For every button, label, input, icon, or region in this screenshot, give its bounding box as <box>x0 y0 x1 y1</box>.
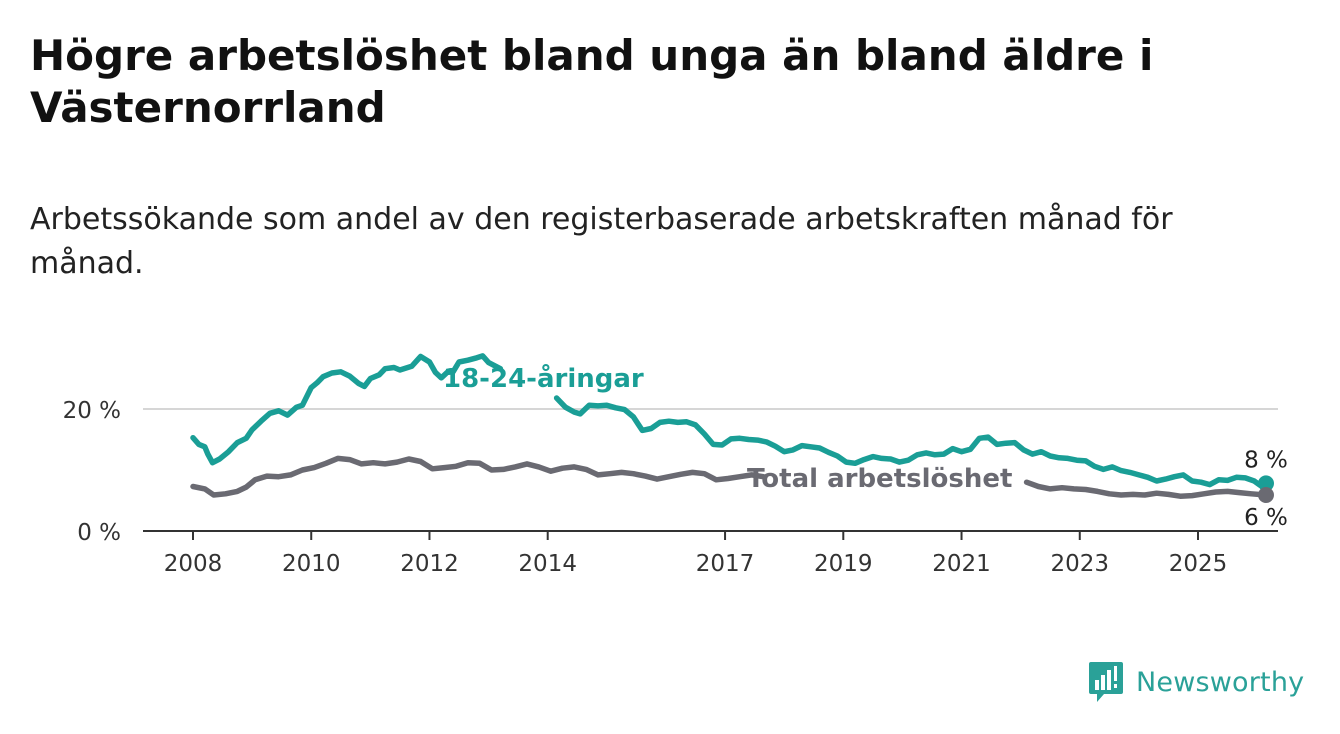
brand-name: Newsworthy <box>1136 666 1305 698</box>
youth-series-label: 18-24-åringar <box>443 362 644 394</box>
chart-subtitle: Arbetssökande som andel av den registerb… <box>30 202 1173 281</box>
x-tick-label: 2017 <box>696 551 755 577</box>
x-tick-label: 2012 <box>400 551 459 577</box>
total-series-line <box>190 455 767 498</box>
youth-series-line <box>190 353 504 466</box>
total-end-point <box>1257 487 1274 504</box>
youth-series-line <box>553 395 1269 489</box>
bar-chart-with-exclamation-icon <box>1089 662 1123 702</box>
data-series <box>190 353 1274 504</box>
axes: 0 % 20 % 2008 2010 2012 2014 2017 2019 2021 2023 2… <box>63 398 1278 577</box>
x-tick-label: 2023 <box>1050 551 1109 577</box>
y-tick-label: 0 % <box>77 520 121 546</box>
newsworthy-brand: Newsworthy <box>1088 660 1304 704</box>
total-series-line <box>1023 479 1269 499</box>
y-tick-label: 20 % <box>63 398 121 424</box>
total-series-label: Total arbetslöshet <box>747 464 1012 494</box>
total-end-value-label: 6 % <box>1244 505 1288 531</box>
series-labels: 18-24-åringar Total arbetslöshet 8 % 6 % <box>443 362 1288 531</box>
x-tick-label: 2025 <box>1169 551 1228 577</box>
x-tick-label: 2021 <box>932 551 991 577</box>
x-tick-label: 2014 <box>518 551 577 577</box>
x-tick-label: 2008 <box>164 551 223 577</box>
x-tick-label: 2010 <box>282 551 341 577</box>
x-tick-label: 2019 <box>814 551 873 577</box>
youth-end-point <box>1257 475 1274 492</box>
chart-title: Högre arbetslöshet bland unga än bland ä… <box>30 31 1154 132</box>
youth-end-value-label: 8 % <box>1244 447 1288 473</box>
